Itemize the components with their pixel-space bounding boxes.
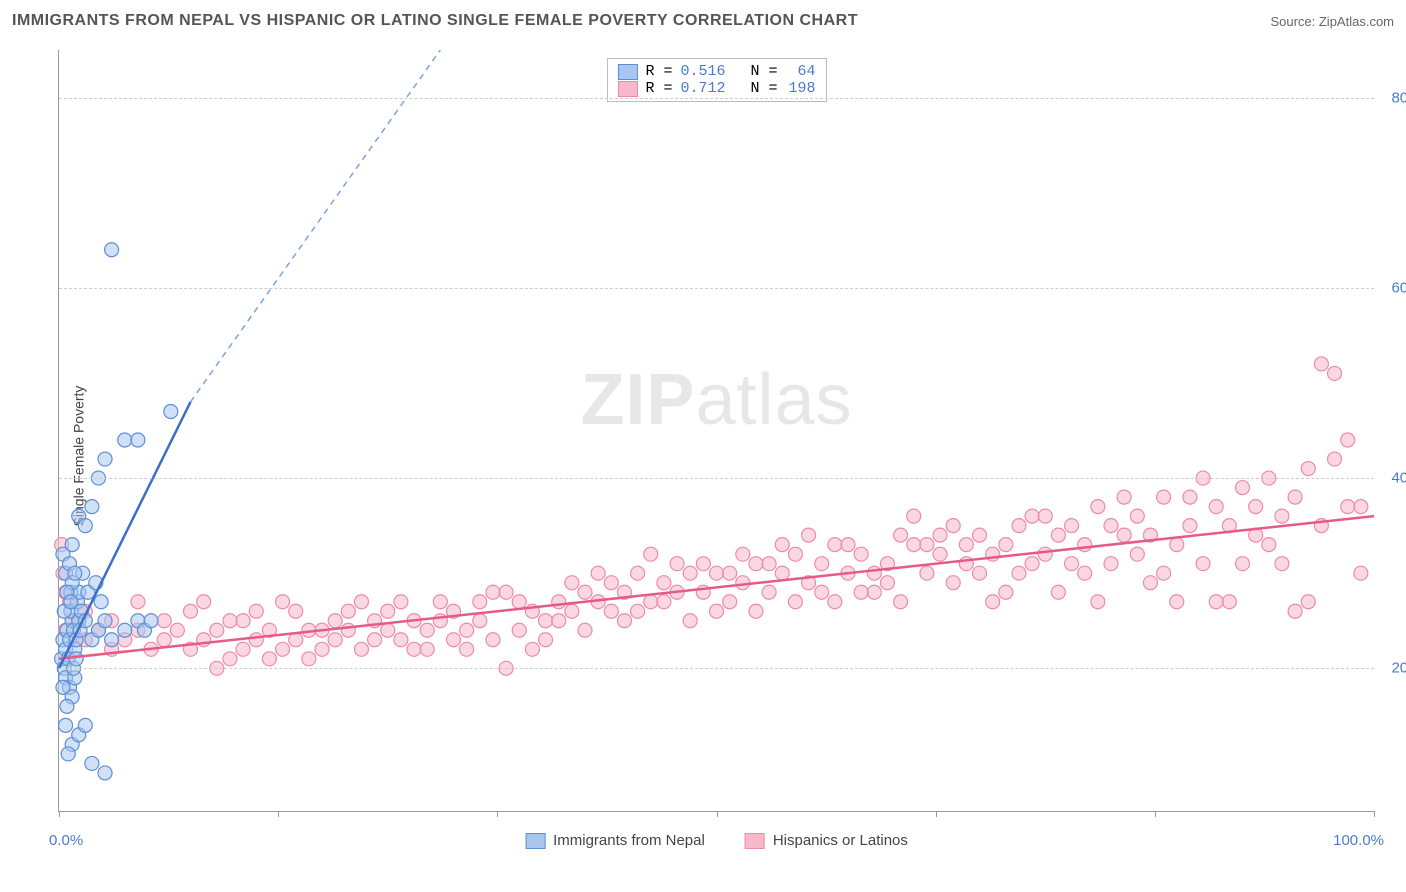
plot-region: ZIPatlas R = 0.516 N = 64 R = 0.712 N = …: [58, 50, 1374, 812]
x-tick: [1374, 811, 1375, 817]
y-tick-label: 20.0%: [1379, 660, 1406, 677]
chart-area: Single Female Poverty ZIPatlas R = 0.516…: [12, 40, 1394, 872]
x-tick: [936, 811, 937, 817]
scatter-svg: [59, 50, 1374, 811]
grid-line: [59, 478, 1374, 479]
y-tick-label: 80.0%: [1379, 89, 1406, 106]
legend-swatch-blue: [525, 833, 545, 849]
stats-row-pink: R = 0.712 N = 198: [617, 80, 815, 97]
x-tick: [278, 811, 279, 817]
grid-line: [59, 668, 1374, 669]
x-tick: [59, 811, 60, 817]
x-axis-max-label: 100.0%: [1333, 832, 1384, 849]
stats-box: R = 0.516 N = 64 R = 0.712 N = 198: [606, 58, 826, 102]
x-tick: [717, 811, 718, 817]
stats-row-blue: R = 0.516 N = 64: [617, 63, 815, 80]
legend-item-blue: Immigrants from Nepal: [525, 832, 705, 849]
x-tick: [497, 811, 498, 817]
legend-item-pink: Hispanics or Latinos: [745, 832, 908, 849]
grid-line: [59, 288, 1374, 289]
x-axis-min-label: 0.0%: [49, 832, 83, 849]
legend-swatch-pink: [745, 833, 765, 849]
y-tick-label: 40.0%: [1379, 470, 1406, 487]
legend-label-blue: Immigrants from Nepal: [553, 832, 705, 849]
bottom-legend: Immigrants from Nepal Hispanics or Latin…: [525, 832, 908, 849]
legend-label-pink: Hispanics or Latinos: [773, 832, 908, 849]
x-tick: [1155, 811, 1156, 817]
grid-line: [59, 98, 1374, 99]
swatch-blue: [617, 64, 637, 80]
y-tick-label: 60.0%: [1379, 279, 1406, 296]
chart-title: IMMIGRANTS FROM NEPAL VS HISPANIC OR LAT…: [12, 12, 858, 30]
chart-source: Source: ZipAtlas.com: [1270, 14, 1394, 29]
chart-header: IMMIGRANTS FROM NEPAL VS HISPANIC OR LAT…: [12, 12, 1394, 30]
swatch-pink: [617, 81, 637, 97]
